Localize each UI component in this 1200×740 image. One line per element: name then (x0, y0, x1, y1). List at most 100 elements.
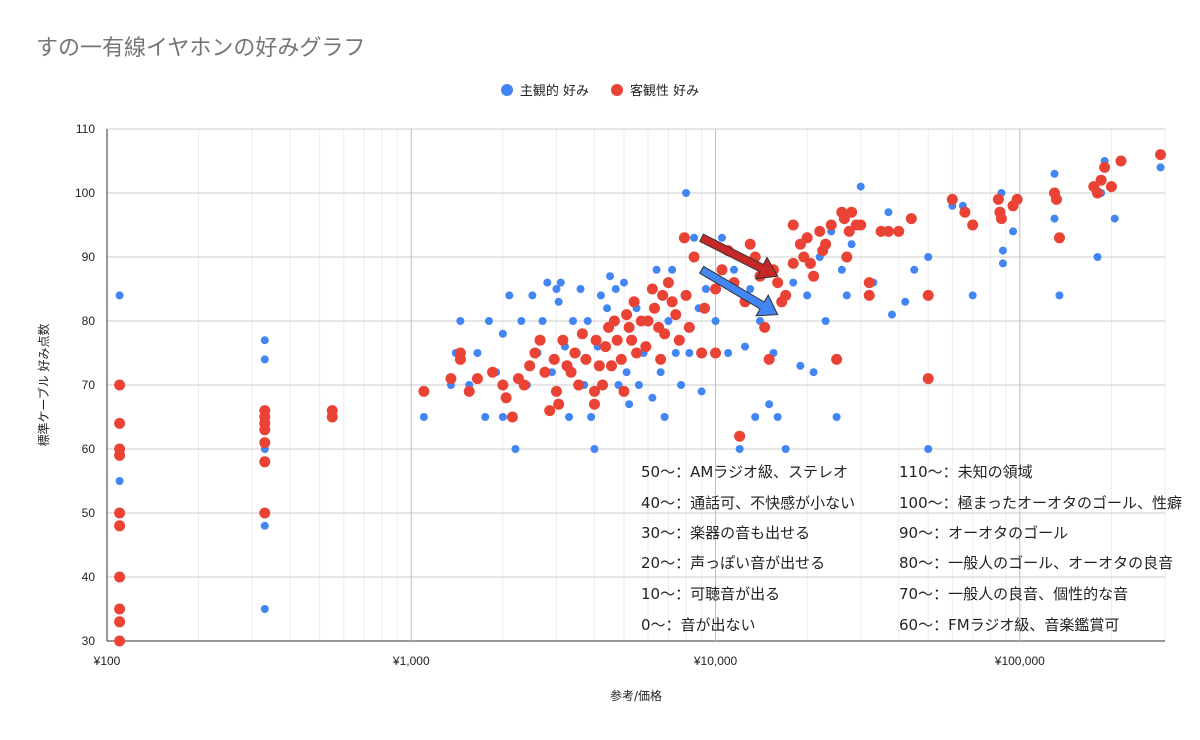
point-objective (882, 225, 894, 237)
point-objective (548, 353, 560, 365)
point-objective (114, 449, 126, 461)
y-tick-label: 30 (82, 634, 96, 648)
point-objective (683, 321, 695, 333)
point-objective (1155, 149, 1167, 161)
point-objective (539, 366, 551, 378)
point-objective (529, 347, 541, 359)
legend: 主観的 好み 客観性 好み (0, 80, 1200, 99)
annotation-right: 110～：未知の領域 (899, 463, 1033, 481)
point-subjective (603, 304, 612, 313)
point-subjective (751, 413, 760, 421)
y-tick-label: 40 (82, 570, 96, 584)
annotation-left: 50～：AMラジオ級、ステレオ (641, 463, 848, 481)
point-subjective (847, 240, 856, 249)
annotation-right: 70～：一般人の良音、個性的な音 (899, 585, 1128, 603)
point-subjective (887, 310, 896, 319)
point-subjective (711, 317, 720, 325)
point-subjective (660, 413, 669, 421)
point-subjective (656, 368, 665, 377)
point-objective (596, 379, 608, 391)
point-objective (843, 225, 855, 237)
point-subjective (690, 233, 699, 242)
point-subjective (998, 259, 1007, 268)
point-objective (569, 347, 581, 359)
point-objective (780, 289, 792, 301)
point-objective (445, 373, 457, 385)
legend-item-subjective[interactable]: 主観的 好み (500, 80, 589, 99)
point-objective (114, 507, 126, 519)
legend-item-objective[interactable]: 客観性 好み (611, 80, 699, 99)
point-objective (114, 635, 126, 647)
point-objective (710, 347, 722, 359)
point-objective (946, 193, 958, 205)
legend-label-subjective: 主観的 好み (519, 84, 589, 99)
point-objective (1011, 193, 1023, 205)
blue-arrow (698, 265, 779, 317)
point-objective (855, 219, 867, 231)
point-subjective (677, 381, 686, 389)
point-subjective (456, 317, 465, 325)
point-subjective (505, 291, 514, 300)
point-objective (471, 373, 483, 385)
point-subjective (968, 291, 977, 300)
point-objective (259, 507, 271, 519)
point-objective (626, 334, 638, 346)
point-subjective (901, 297, 910, 306)
point-objective (648, 302, 660, 314)
point-objective (114, 603, 126, 615)
point-objective (114, 520, 126, 532)
point-objective (588, 385, 600, 397)
point-objective (1051, 193, 1063, 205)
point-objective (573, 379, 585, 391)
point-subjective (517, 317, 526, 325)
point-objective (640, 341, 652, 353)
point-objective (922, 373, 934, 385)
point-subjective (611, 285, 620, 293)
point-objective (995, 213, 1007, 225)
point-subjective (741, 342, 750, 351)
point-objective (534, 334, 546, 346)
point-objective (114, 379, 126, 391)
point-objective (659, 328, 671, 340)
point-subjective (765, 400, 774, 409)
point-objective (463, 385, 475, 397)
point-objective (655, 353, 667, 365)
point-subjective (685, 349, 694, 357)
point-objective (922, 289, 934, 301)
x-tick-label: ¥1,000 (392, 654, 430, 668)
point-objective (716, 264, 728, 276)
point-objective (114, 571, 126, 583)
point-subjective (856, 182, 865, 191)
point-subjective (1110, 214, 1119, 223)
point-objective (804, 257, 816, 269)
point-objective (787, 257, 799, 269)
point-objective (846, 206, 858, 218)
point-objective (605, 360, 617, 372)
legend-dot-objective (611, 83, 623, 96)
annotation-left: 0～：音が出ない (641, 616, 756, 634)
point-subjective (587, 413, 596, 421)
point-objective (863, 289, 875, 301)
point-objective (1099, 161, 1111, 173)
point-subjective (565, 413, 574, 421)
point-subjective (556, 278, 565, 287)
point-objective (418, 385, 430, 397)
point-objective (565, 366, 577, 378)
point-subjective (596, 291, 605, 300)
point-subjective (538, 317, 547, 325)
point-subjective (568, 317, 577, 325)
point-objective (1115, 155, 1127, 167)
point-subjective (498, 413, 507, 421)
point-objective (593, 360, 605, 372)
point-subjective (789, 278, 798, 287)
point-objective (893, 225, 905, 237)
legend-label-objective: 客観性 好み (630, 84, 700, 99)
point-subjective (773, 413, 782, 421)
point-subjective (606, 272, 615, 281)
point-subjective (664, 317, 673, 325)
point-objective (642, 315, 654, 327)
annotation-right: 90～：オーオタのゴール (899, 524, 1068, 542)
point-subjective (746, 285, 755, 293)
point-subjective (796, 361, 805, 370)
point-subjective (260, 355, 269, 364)
